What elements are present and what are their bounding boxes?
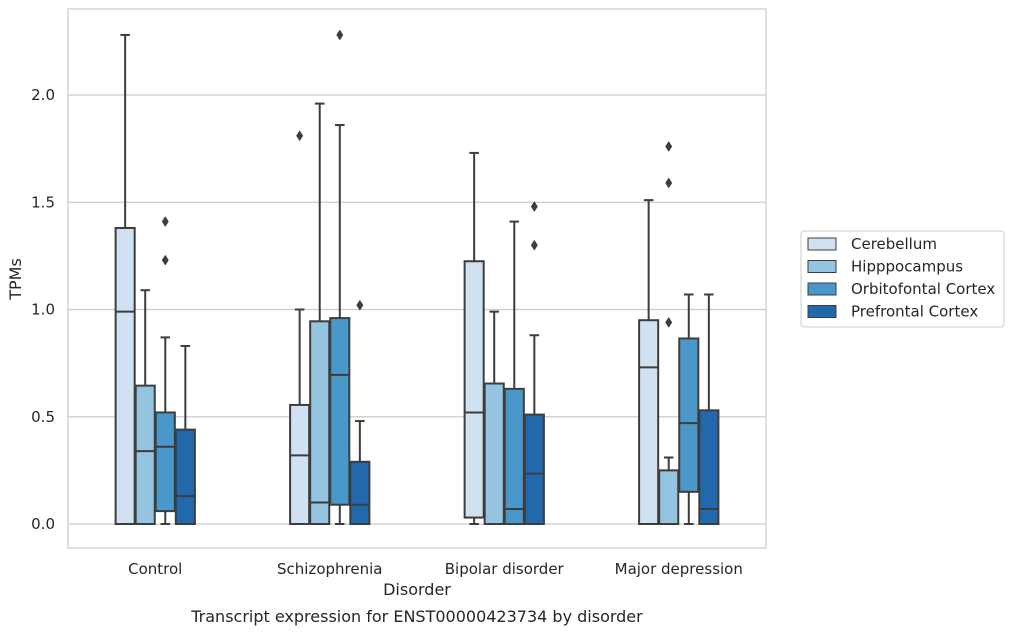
box-iqr bbox=[658, 469, 680, 525]
outlier-point bbox=[296, 130, 304, 142]
outlier-point bbox=[530, 239, 538, 251]
legend-swatch bbox=[807, 237, 837, 251]
box-group bbox=[309, 102, 331, 525]
box-iqr bbox=[309, 320, 331, 525]
box-iqr bbox=[174, 428, 196, 525]
y-tick-label: 1.5 bbox=[31, 193, 55, 211]
legend-label: Orbitofontal Cortex bbox=[851, 280, 995, 298]
outlier-point bbox=[665, 141, 673, 152]
box-group bbox=[349, 299, 371, 526]
outlier-point bbox=[665, 177, 673, 189]
legend-frame bbox=[800, 230, 1005, 328]
y-tick-labels: 0.0 0.5 1.0 1.5 2.0 bbox=[31, 86, 55, 533]
box-group bbox=[114, 33, 136, 526]
y-tick-label: 0.0 bbox=[31, 515, 55, 533]
y-axis-label: TPMs bbox=[6, 258, 25, 301]
legend-swatch bbox=[807, 282, 837, 296]
x-tick-label: Bipolar disorder bbox=[445, 560, 565, 578]
box-iqr bbox=[638, 319, 660, 525]
y-tick-label: 1.0 bbox=[31, 301, 55, 319]
legend: Cerebellum Hipppocampus Orbitofontal Corte… bbox=[800, 230, 1005, 328]
box-group bbox=[463, 151, 485, 525]
x-tick-labels: Control Schizophrenia Bipolar disorder Majo… bbox=[128, 560, 743, 578]
outlier-point bbox=[161, 254, 169, 266]
box-group bbox=[698, 293, 720, 525]
box-iqr bbox=[349, 460, 371, 526]
box-group bbox=[154, 216, 176, 525]
chart-caption: Transcript expression for ENST0000042373… bbox=[190, 607, 643, 626]
box-group bbox=[658, 141, 680, 525]
box-group bbox=[678, 293, 700, 525]
outlier-point bbox=[336, 29, 344, 41]
outlier-point bbox=[530, 201, 538, 213]
box-group bbox=[289, 130, 311, 526]
legend-swatch bbox=[807, 305, 837, 318]
outlier-point bbox=[356, 299, 364, 311]
box-group bbox=[174, 344, 196, 525]
legend-swatch bbox=[807, 260, 837, 273]
y-tick-label: 0.5 bbox=[31, 408, 55, 426]
box-iqr bbox=[698, 409, 720, 525]
y-tick-label: 2.0 bbox=[31, 86, 55, 104]
x-tick-label: Major depression bbox=[615, 560, 743, 578]
box-iqr bbox=[329, 317, 351, 506]
box-iqr bbox=[289, 403, 311, 526]
x-axis-label: Disorder bbox=[383, 580, 451, 599]
plot-frame bbox=[67, 8, 767, 549]
box-iqr bbox=[114, 226, 136, 526]
box-iqr bbox=[523, 413, 545, 526]
box-iqr bbox=[483, 382, 505, 525]
box-group bbox=[483, 310, 505, 525]
box-iqr bbox=[134, 384, 156, 525]
legend-label: Cerebellum bbox=[851, 235, 937, 253]
legend-label: Hipppocampus bbox=[851, 258, 963, 276]
boxes-layer bbox=[114, 29, 720, 526]
box-iqr bbox=[463, 260, 485, 519]
x-tick-label: Schizophrenia bbox=[277, 560, 382, 578]
x-tick-label: Control bbox=[128, 560, 182, 578]
outlier-point bbox=[161, 216, 169, 228]
box-iqr bbox=[678, 337, 700, 493]
box-group bbox=[523, 201, 545, 526]
outlier-point bbox=[665, 316, 673, 328]
box-group bbox=[638, 199, 660, 525]
box-iqr bbox=[154, 411, 176, 513]
legend-label: Prefrontal Cortex bbox=[851, 303, 978, 321]
box-group bbox=[134, 289, 156, 525]
box-group bbox=[329, 29, 351, 525]
box-group bbox=[503, 220, 525, 525]
box-iqr bbox=[503, 387, 525, 525]
